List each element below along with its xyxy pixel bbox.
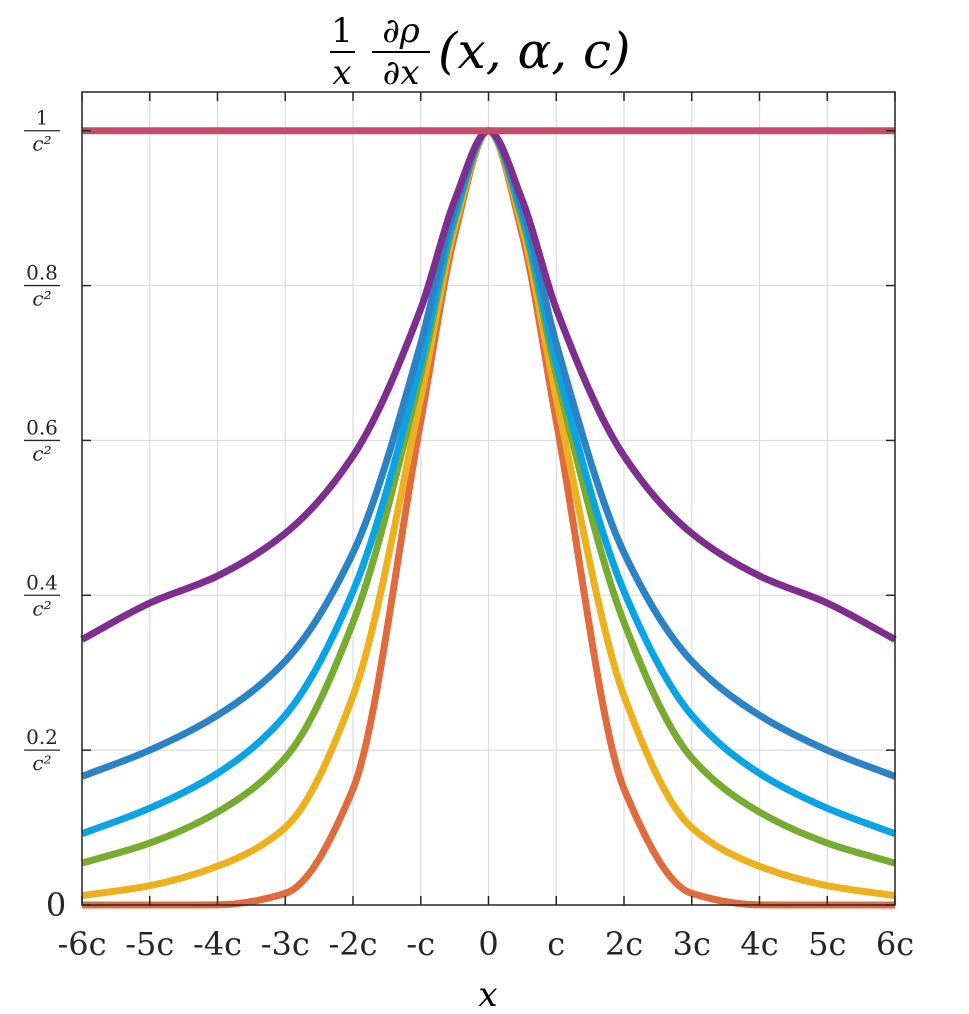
y-tick-label-num: 0.8 bbox=[26, 261, 58, 285]
x-tick-label: -3c bbox=[261, 925, 310, 963]
x-tick-label: 3c bbox=[673, 925, 711, 963]
x-tick-label: 4c bbox=[740, 925, 778, 963]
y-tick-label-den: c² bbox=[32, 751, 51, 775]
x-tick-label: 5c bbox=[808, 925, 846, 963]
x-tick-label: c bbox=[547, 925, 565, 963]
y-tick-label-den: c² bbox=[32, 596, 51, 620]
x-tick-label: 2c bbox=[605, 925, 643, 963]
y-tick-label-num: 1 bbox=[36, 106, 49, 130]
y-tick-label-den: c² bbox=[32, 132, 51, 156]
x-tick-label: 6c bbox=[876, 925, 914, 963]
y-tick-label-den: c² bbox=[32, 441, 51, 465]
series-layer bbox=[80, 127, 897, 909]
title-frac1-num: 1 bbox=[331, 11, 353, 51]
title-frac2-den: ∂x bbox=[383, 53, 420, 93]
x-tick-label: -5c bbox=[125, 925, 174, 963]
x-tick-label: -6c bbox=[57, 925, 106, 963]
y-tick-label-num: 0.2 bbox=[26, 725, 58, 749]
x-tick-labels: -6c -5c -4c -3c -2c -c 0 c 2c 3c 4c 5c 6c bbox=[57, 925, 914, 963]
title-args: (x, α, c) bbox=[438, 22, 631, 80]
y-tick-label: 0 bbox=[46, 886, 66, 924]
y-tick-label-num: 0.4 bbox=[26, 570, 58, 594]
chart-title: 1 x ∂ρ ∂x (x, α, c) bbox=[330, 11, 631, 93]
title-frac2-num: ∂ρ bbox=[382, 11, 420, 51]
y-tick-label-den: c² bbox=[32, 287, 51, 311]
y-tick-label-num: 0.6 bbox=[26, 415, 58, 439]
x-tick-label: 0 bbox=[478, 925, 498, 963]
x-axis-label: x bbox=[478, 975, 497, 1014]
title-frac1-den: x bbox=[332, 53, 351, 93]
x-tick-label: -4c bbox=[193, 925, 242, 963]
x-tick-label: -c bbox=[406, 925, 435, 963]
x-tick-label: -2c bbox=[328, 925, 377, 963]
ticks bbox=[81, 92, 896, 906]
